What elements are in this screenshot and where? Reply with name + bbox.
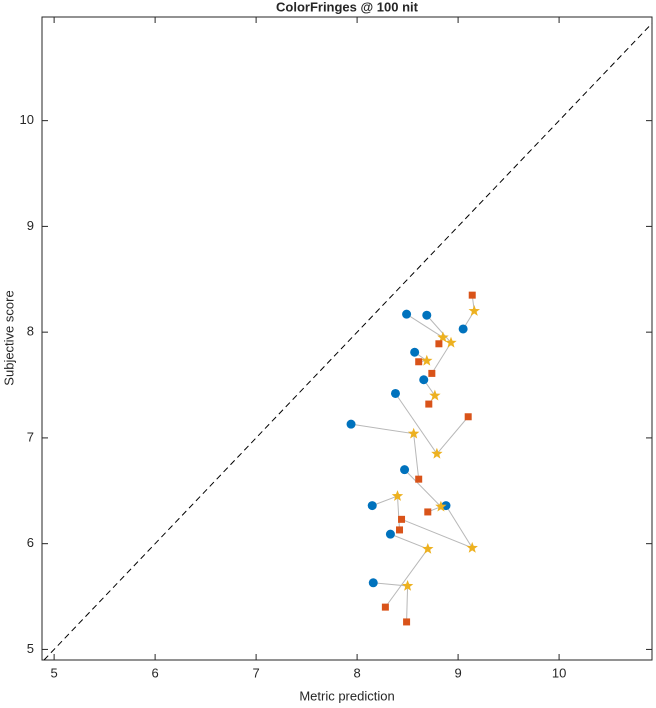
x-tick-label: 9 — [454, 665, 461, 680]
point — [419, 375, 429, 385]
y-axis-label: Subjective score — [1, 290, 16, 385]
point — [390, 388, 400, 398]
point — [410, 347, 420, 357]
point — [437, 331, 449, 343]
point — [400, 465, 410, 475]
y-tick-label: 9 — [27, 218, 34, 233]
point — [468, 305, 480, 316]
point — [403, 618, 411, 626]
chart-title: ColorFringes @ 100 nit — [276, 0, 419, 14]
point — [415, 358, 423, 366]
point — [368, 578, 378, 588]
point — [381, 603, 389, 611]
x-tick-label: 8 — [353, 665, 360, 680]
point — [407, 427, 420, 439]
point — [396, 526, 404, 534]
point — [415, 475, 423, 483]
y-tick-label: 6 — [27, 535, 34, 550]
y-tick-label: 10 — [20, 112, 34, 127]
point — [385, 529, 395, 539]
y-tick-label: 8 — [27, 324, 34, 339]
point — [367, 501, 377, 511]
point — [428, 369, 436, 377]
point — [445, 336, 457, 348]
point — [466, 541, 478, 553]
point — [391, 490, 404, 501]
point — [441, 501, 451, 511]
x-tick-label: 6 — [151, 665, 158, 680]
x-tick-label: 10 — [552, 665, 566, 680]
point — [401, 580, 414, 591]
point — [422, 543, 434, 554]
y-tick-label: 5 — [27, 641, 34, 656]
point — [429, 389, 441, 401]
point — [402, 309, 412, 319]
point — [422, 310, 432, 320]
point — [468, 291, 476, 299]
point — [435, 340, 443, 348]
point — [425, 400, 433, 408]
x-tick-label: 5 — [51, 665, 58, 680]
point — [346, 419, 356, 429]
point — [398, 515, 406, 523]
point — [424, 508, 432, 516]
x-axis-label: Metric prediction — [299, 688, 394, 703]
point — [431, 447, 443, 459]
y-tick-label: 7 — [27, 429, 34, 444]
identity-line — [43, 23, 653, 661]
point — [458, 324, 468, 334]
point — [435, 500, 447, 512]
axes-box — [41, 16, 653, 661]
x-tick-label: 7 — [252, 665, 259, 680]
point — [464, 413, 472, 421]
point — [421, 354, 433, 366]
